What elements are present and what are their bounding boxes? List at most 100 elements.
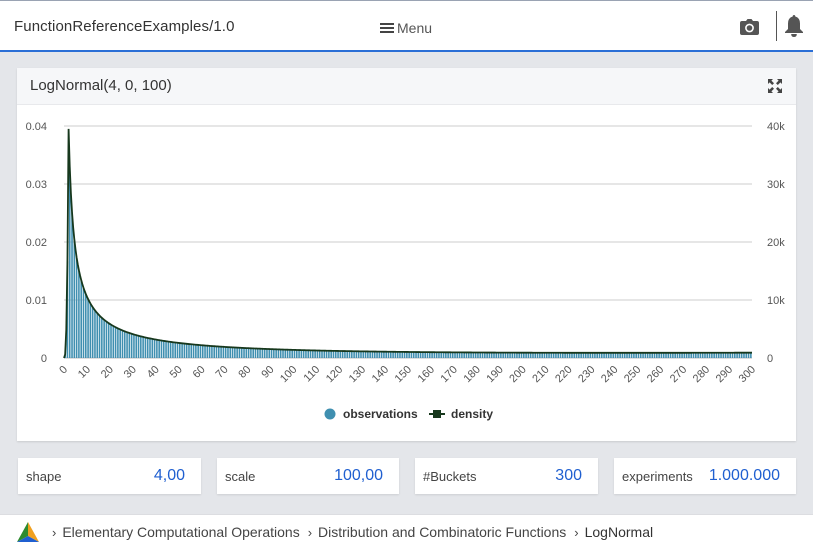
observation-bar: [167, 341, 170, 358]
observation-bar: [750, 352, 752, 358]
observation-bar: [575, 352, 578, 358]
x-tick-label: 260: [645, 364, 666, 385]
observation-bar: [126, 332, 128, 358]
observation-bar: [683, 352, 686, 358]
observation-bar: [424, 352, 426, 358]
param-experiments: experiments: [614, 458, 796, 494]
observation-bar: [642, 352, 644, 358]
experiments-input[interactable]: [680, 467, 780, 485]
app-title: FunctionReferenceExamples/1.0: [14, 18, 235, 35]
observation-bar: [399, 351, 401, 358]
observation-bar: [305, 350, 307, 358]
observation-bar: [89, 303, 92, 358]
observation-bar: [568, 352, 571, 358]
observation-bar: [619, 352, 621, 358]
observation-bar: [298, 350, 300, 358]
observation-bar: [445, 352, 447, 358]
observation-bar: [472, 352, 475, 358]
bell-icon[interactable]: [784, 15, 804, 37]
observation-bar: [484, 352, 486, 358]
observation-bar: [364, 351, 367, 358]
x-tick-label: 160: [416, 364, 437, 385]
observation-bar: [105, 321, 108, 358]
app-logo-icon[interactable]: [14, 522, 42, 544]
observation-bar: [715, 352, 718, 358]
observation-bar: [525, 352, 527, 358]
observation-bar: [562, 352, 564, 358]
x-tick-label: 150: [393, 364, 414, 385]
observation-bar: [502, 352, 504, 358]
observation-bar: [215, 346, 218, 358]
observation-bar: [589, 352, 592, 358]
observation-bar: [649, 352, 651, 358]
x-tick-label: 60: [191, 364, 208, 381]
observation-bar: [153, 339, 156, 358]
observation-bar: [582, 352, 585, 358]
observation-bar: [607, 352, 610, 358]
breadcrumb-item-distribution[interactable]: Distribution and Combinatoric Functions: [318, 524, 567, 540]
observation-bar: [197, 344, 199, 358]
observation-bar: [119, 329, 121, 358]
observation-bar: [401, 351, 404, 358]
observation-bar: [504, 352, 507, 358]
observation-bar: [417, 352, 420, 358]
observation-bar: [674, 352, 676, 358]
param-shape: shape: [18, 458, 201, 494]
observation-bar: [594, 352, 596, 358]
observation-bar: [332, 350, 335, 358]
observation-bar: [419, 352, 422, 358]
observation-bar: [144, 337, 147, 358]
x-tick-label: 40: [145, 364, 162, 381]
observation-bar: [603, 352, 605, 358]
observation-bar: [440, 352, 443, 358]
observation-bar: [334, 350, 337, 358]
menu-button[interactable]: Menu: [380, 20, 432, 36]
observation-bar: [149, 338, 151, 358]
observation-bar: [692, 352, 695, 358]
shape-input[interactable]: [95, 467, 185, 485]
observation-bar: [637, 352, 640, 358]
observation-bar: [660, 352, 663, 358]
observation-bar: [644, 352, 647, 358]
observation-bar: [520, 352, 523, 358]
observation-bar: [295, 349, 298, 358]
breadcrumb-item-elementary[interactable]: Elementary Computational Operations: [62, 524, 300, 540]
observation-bar: [123, 331, 126, 358]
observation-bar: [328, 350, 330, 358]
observation-bar: [188, 344, 190, 358]
observation-bar: [621, 352, 624, 358]
observation-bar: [179, 343, 181, 358]
observation-bar: [279, 349, 282, 358]
observation-bar: [91, 307, 94, 358]
chart-panel: LogNormal(4, 0, 100) 0 0 0.01 10k 0.02 20k 0.0…: [17, 68, 796, 441]
x-tick-label: 10: [76, 364, 93, 381]
observation-bar: [300, 350, 303, 358]
x-tick-label: 210: [530, 364, 551, 385]
observation-bar: [672, 352, 674, 358]
observation-bar: [557, 352, 560, 358]
observation-bar: [360, 351, 362, 358]
observation-bar: [614, 352, 617, 358]
scale-input[interactable]: [293, 467, 383, 485]
observation-bar: [516, 352, 518, 358]
observation-bar: [137, 335, 140, 358]
observation-bar: [711, 352, 713, 358]
observation-bar: [110, 324, 112, 358]
param-scale: scale: [217, 458, 399, 494]
observation-bar: [80, 280, 82, 358]
observation-bar: [415, 352, 417, 358]
observation-bar: [380, 351, 383, 358]
observation-bar: [130, 333, 133, 358]
observation-bar: [662, 352, 665, 358]
observation-bar: [681, 352, 683, 358]
observation-bar: [385, 351, 388, 358]
expand-icon[interactable]: [768, 79, 782, 93]
observation-bar: [467, 352, 470, 358]
camera-icon[interactable]: [740, 19, 759, 35]
observation-bar: [412, 352, 415, 358]
observation-bar: [160, 340, 163, 358]
observation-bar: [330, 350, 332, 358]
buckets-input[interactable]: [492, 467, 582, 485]
observation-bar: [442, 352, 445, 358]
observation-bar: [477, 352, 479, 358]
